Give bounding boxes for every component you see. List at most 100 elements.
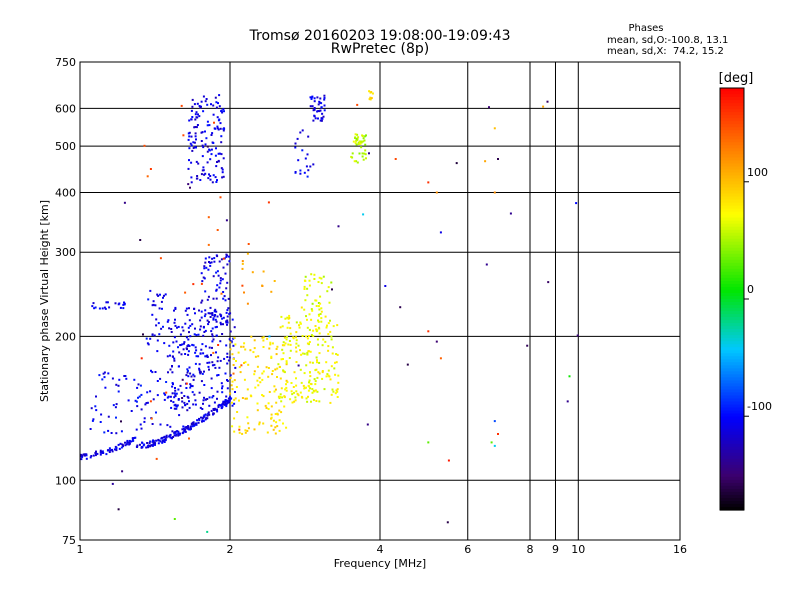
data-point [319, 119, 322, 122]
data-point [142, 333, 144, 336]
data-point [427, 441, 430, 444]
data-point [289, 327, 292, 330]
data-point [280, 411, 283, 414]
data-point [206, 150, 209, 153]
data-point [117, 384, 120, 387]
colorbar-band [720, 365, 744, 369]
data-point [187, 183, 190, 186]
data-point [182, 348, 185, 351]
colorbar-band [720, 229, 744, 234]
data-point [325, 361, 328, 364]
colorbar-band [720, 202, 744, 207]
colorbar-band [720, 488, 744, 493]
data-point [194, 146, 197, 149]
data-point [213, 409, 215, 411]
data-point [200, 173, 203, 176]
data-point [272, 419, 275, 422]
data-point [225, 321, 228, 324]
data-point [193, 103, 196, 106]
data-point [143, 144, 146, 147]
data-point [192, 378, 195, 381]
data-point [197, 113, 199, 116]
colorbar-band [720, 217, 744, 222]
data-point [246, 388, 249, 391]
data-point [136, 444, 139, 447]
data-point [165, 434, 168, 437]
data-point [184, 404, 187, 407]
data-point [280, 315, 283, 318]
data-point [196, 102, 199, 105]
data-point [256, 402, 259, 405]
data-point [222, 157, 225, 160]
data-point [274, 388, 277, 391]
data-point [175, 433, 178, 436]
data-point [281, 348, 284, 351]
data-point [323, 94, 326, 97]
data-point [309, 350, 312, 353]
data-point [285, 363, 288, 366]
data-point [299, 349, 301, 352]
data-point [276, 367, 279, 370]
data-point [354, 136, 357, 139]
data-point [200, 316, 203, 319]
data-point [427, 330, 430, 333]
data-point [363, 139, 366, 142]
data-point [323, 388, 326, 391]
data-point [231, 353, 234, 356]
data-point [318, 352, 321, 355]
data-point [327, 349, 330, 352]
data-point [493, 127, 496, 130]
data-point [204, 130, 206, 133]
data-point [200, 100, 203, 103]
data-point [157, 322, 160, 325]
colorbar-band [720, 196, 744, 201]
data-point [91, 305, 94, 308]
data-point [327, 345, 330, 348]
data-point [225, 311, 228, 314]
data-point [200, 140, 203, 142]
data-point [177, 346, 179, 349]
data-point [292, 336, 295, 339]
data-point [146, 442, 149, 444]
data-point [547, 281, 550, 284]
data-point [217, 128, 220, 131]
data-point [215, 351, 217, 354]
data-point [184, 430, 187, 433]
colorbar-band [720, 440, 744, 445]
data-point [488, 106, 490, 109]
data-point [203, 315, 206, 318]
data-point [187, 375, 190, 378]
data-point [283, 336, 286, 339]
data-point [228, 312, 231, 315]
data-point [163, 398, 166, 401]
data-point [89, 428, 92, 430]
data-point [124, 444, 127, 447]
data-point [193, 375, 196, 378]
data-point [249, 349, 252, 352]
data-point [229, 377, 232, 379]
data-point [160, 300, 163, 303]
data-point [124, 441, 126, 444]
data-point [171, 371, 174, 374]
data-point [318, 308, 321, 311]
data-point [203, 331, 206, 333]
data-point [318, 110, 321, 113]
data-point [287, 343, 290, 346]
data-point [354, 142, 357, 145]
data-point [251, 271, 254, 274]
data-point [159, 257, 162, 260]
colorbar-tick-label: -100 [747, 400, 772, 413]
colorbar-band [720, 443, 744, 448]
data-point [287, 321, 290, 324]
data-point [318, 361, 321, 364]
data-point [272, 428, 275, 431]
data-point [206, 414, 209, 417]
colorbar-band [720, 467, 744, 472]
data-point [156, 350, 159, 353]
colorbar-band [720, 157, 744, 161]
data-point [301, 129, 304, 132]
data-point [206, 161, 209, 164]
data-point [334, 361, 336, 364]
colorbar-band [720, 169, 744, 173]
data-point [125, 443, 128, 446]
